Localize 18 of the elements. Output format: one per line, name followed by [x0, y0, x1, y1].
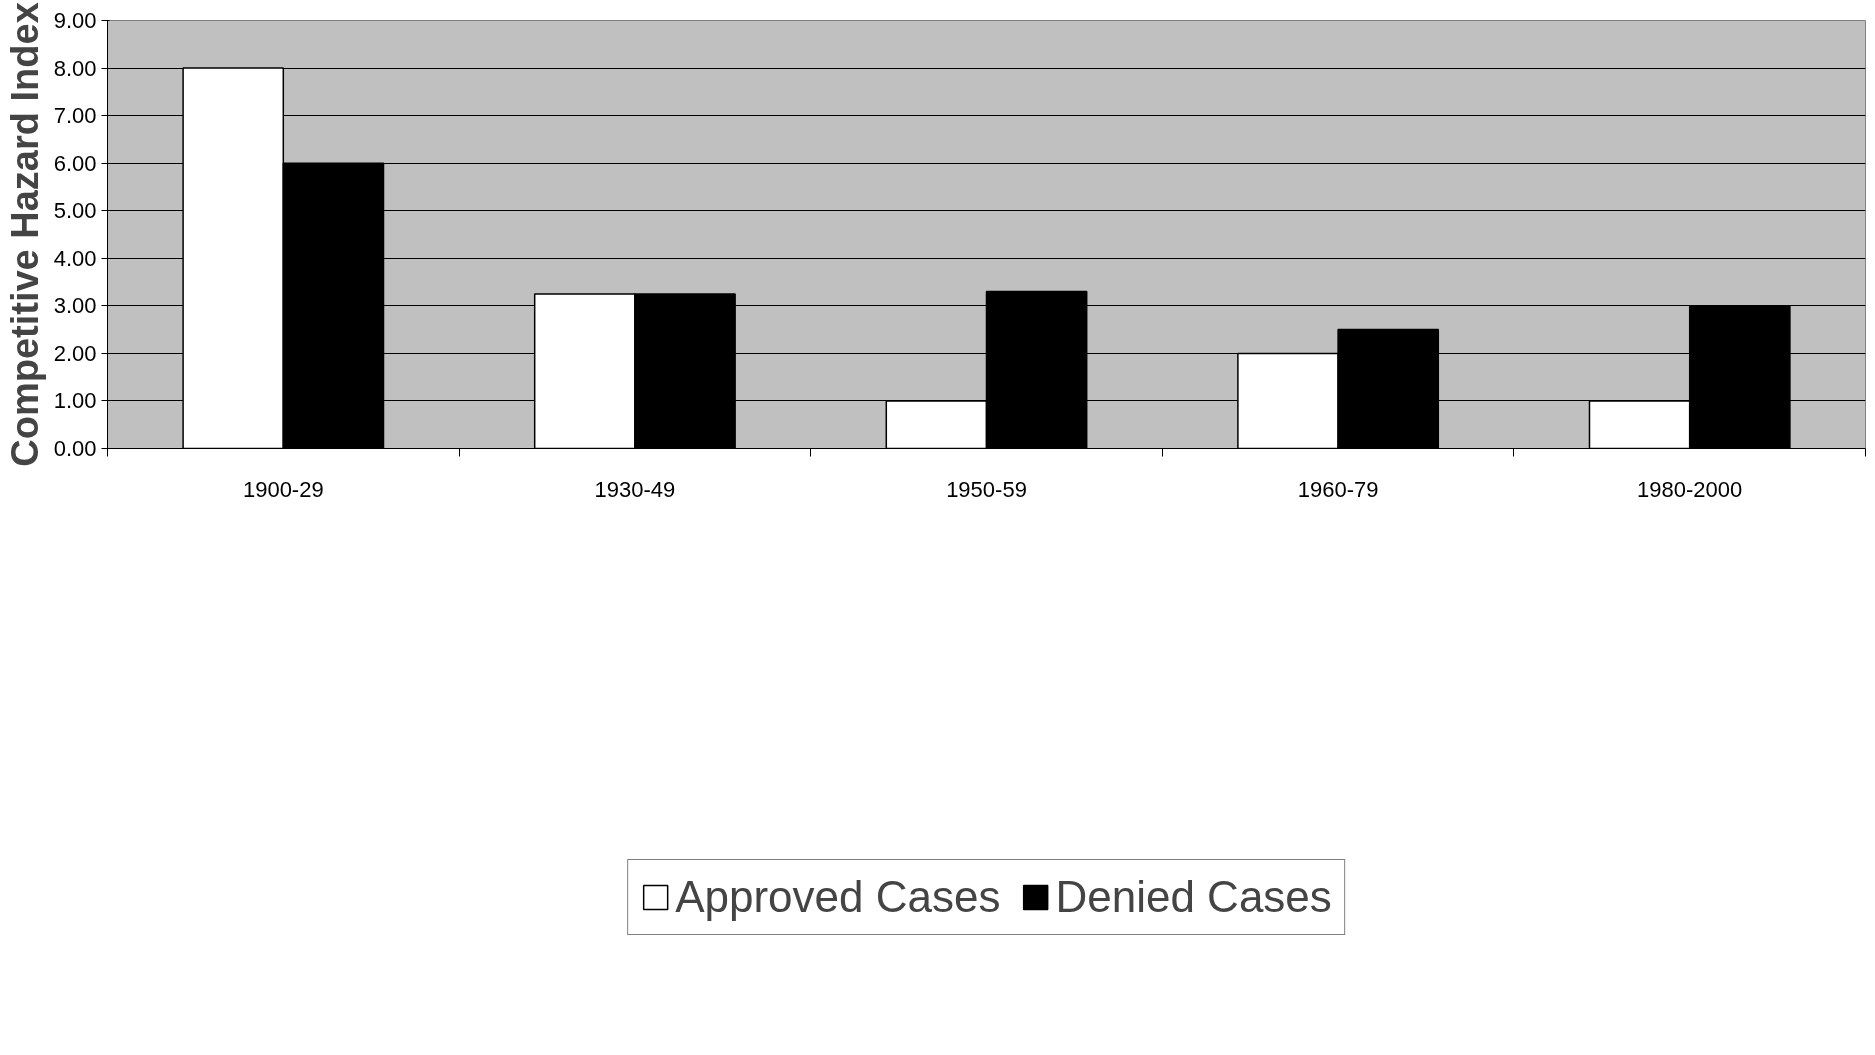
- legend-label: Denied Cases: [1055, 872, 1332, 922]
- y-tick-label: 8.00: [53, 55, 97, 81]
- y-tick-label: 6.00: [53, 150, 97, 176]
- y-tick-label: 5.00: [53, 198, 97, 224]
- legend-label: Approved Cases: [675, 872, 1001, 922]
- y-tick-label: 0.00: [53, 436, 97, 461]
- y-tick-label: 7.00: [53, 103, 97, 129]
- y-tick-label: 1.00: [53, 388, 97, 414]
- x-tick-label: 1980-2000: [1637, 476, 1743, 502]
- y-axis-title: Competitive Hazard Index: [3, 2, 46, 467]
- x-tick-label: 1960-79: [1297, 476, 1379, 502]
- x-tick-label: 1900-29: [242, 476, 324, 502]
- y-tick-label: 4.00: [53, 245, 97, 271]
- y-tick-label: 2.00: [53, 340, 97, 366]
- y-tick-label: 3.00: [53, 293, 97, 319]
- y-tick-label: 9.00: [53, 8, 97, 33]
- x-tick-label: 1950-59: [946, 476, 1027, 502]
- x-tick-label: 1930-49: [594, 476, 676, 502]
